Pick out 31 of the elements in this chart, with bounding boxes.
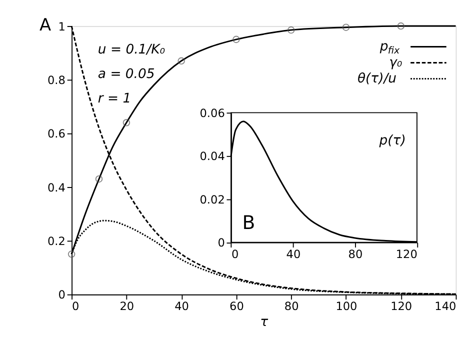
x-tick-label: 60 xyxy=(230,300,244,313)
annotation: a = 0.05 xyxy=(98,66,155,82)
y-tick-label: 0.8 xyxy=(47,74,66,87)
y-tick-label: 0.2 xyxy=(47,234,66,248)
y-tick-label: 0.6 xyxy=(47,128,66,141)
x-tick-label: 120 xyxy=(390,300,412,313)
annotation: u = 0.1/K₀ xyxy=(98,42,166,58)
y-tick-label: 0.06 xyxy=(200,106,225,120)
y-tick-label: 0 xyxy=(58,288,66,302)
y-tick-label: 1 xyxy=(58,20,66,34)
x-tick-label: 100 xyxy=(336,300,358,313)
x-tick-label: 120 xyxy=(396,248,418,261)
text: p(τ) xyxy=(378,134,406,149)
x-tick-label: 0 xyxy=(72,300,80,313)
annotation: r = 1 xyxy=(98,91,132,106)
y-tick-label: 0 xyxy=(218,236,225,250)
x-tick-label: 40 xyxy=(174,300,189,313)
y-tick-label: 0.04 xyxy=(200,150,225,164)
x-tick-label: 0 xyxy=(231,248,239,261)
x-tick-label: 80 xyxy=(284,300,299,313)
x-tick-label: 140 xyxy=(434,300,456,313)
legend-label: θ(τ)/u xyxy=(357,72,397,87)
y-tick-label: 0.4 xyxy=(47,181,66,194)
text: A xyxy=(40,14,52,35)
x-tick-label: 80 xyxy=(348,248,363,261)
x-axis-title: τ xyxy=(260,314,268,330)
legend-label: γ₀ xyxy=(389,56,403,71)
x-tick-label: 40 xyxy=(286,248,301,261)
y-tick-label: 0.02 xyxy=(200,193,225,206)
x-tick-label: 20 xyxy=(120,300,134,313)
annotation: B xyxy=(242,213,256,234)
